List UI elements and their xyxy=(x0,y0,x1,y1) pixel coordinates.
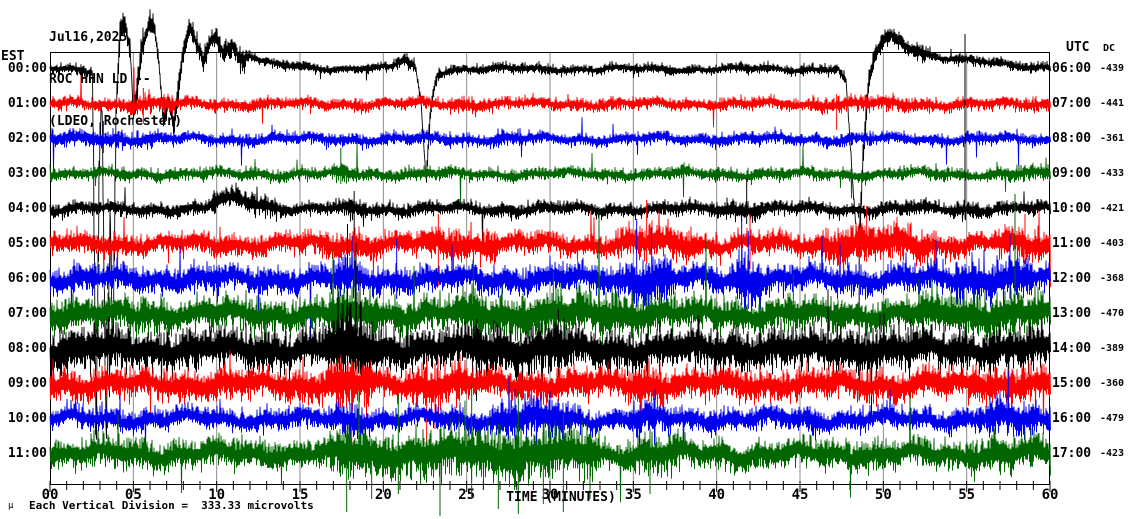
est-time-label: 01:00 xyxy=(7,96,47,111)
trace-0200-est xyxy=(49,117,1051,173)
dc-offset-value: -389 xyxy=(1100,343,1125,354)
utc-time-label: 12:00 xyxy=(1052,271,1092,286)
trace-0400-est xyxy=(49,182,1051,247)
trace-0100-est xyxy=(49,67,1051,128)
est-time-label: 05:00 xyxy=(7,236,47,251)
est-time-label: 02:00 xyxy=(7,131,47,146)
utc-time-label: 13:00 xyxy=(1052,306,1092,321)
utc-time-label: 07:00 xyxy=(1052,96,1092,111)
x-axis-tick-label: 50 xyxy=(874,487,892,503)
dc-offset-value: -433 xyxy=(1100,168,1125,179)
est-time-label: 07:00 xyxy=(7,306,47,321)
utc-axis-header: UTC xyxy=(1066,40,1090,55)
plot-frame xyxy=(50,52,1050,485)
microvolt-scale-marker-icon: µ xyxy=(8,501,14,511)
plot-title: Jul16,2025 ROC HHN LD -- (LDEO, Rocheste… xyxy=(49,3,182,157)
dc-offset-value: -441 xyxy=(1100,98,1125,109)
trace-0700-est xyxy=(49,212,1051,367)
dc-axis-header: DC xyxy=(1103,43,1116,54)
utc-time-label: 09:00 xyxy=(1052,166,1092,181)
x-axis-tick-label: 25 xyxy=(458,487,476,503)
est-time-label: 11:00 xyxy=(7,446,47,461)
utc-time-label: 10:00 xyxy=(1052,201,1092,216)
est-time-label: 04:00 xyxy=(7,201,47,216)
utc-time-label: 08:00 xyxy=(1052,131,1092,146)
utc-time-label: 15:00 xyxy=(1052,376,1092,391)
x-axis-tick-label: 45 xyxy=(791,487,809,503)
trace-0500-est xyxy=(49,209,1051,288)
dc-offset-value: -439 xyxy=(1100,63,1125,74)
x-axis-tick-label: 40 xyxy=(708,487,726,503)
x-axis-tick-label: 35 xyxy=(624,487,642,503)
dc-offset-value: -403 xyxy=(1100,238,1125,249)
est-time-label: 08:00 xyxy=(7,341,47,356)
title-date: Jul16,2025 xyxy=(49,30,128,45)
trace-1000-est xyxy=(49,377,1051,460)
dc-offset-value: -470 xyxy=(1100,308,1125,319)
x-axis-tick-label: 55 xyxy=(958,487,976,503)
est-time-label: 10:00 xyxy=(7,411,47,426)
utc-time-label: 06:00 xyxy=(1052,61,1092,76)
utc-time-label: 11:00 xyxy=(1052,236,1092,251)
utc-time-label: 16:00 xyxy=(1052,411,1092,426)
title-station: ROC HHN LD -- xyxy=(49,72,151,87)
trace-0900-est xyxy=(49,349,1051,435)
est-time-label: 06:00 xyxy=(7,271,47,286)
est-axis-header: EST xyxy=(1,49,25,64)
title-location: (LDEO, Rochester) xyxy=(49,114,183,129)
trace-1100-est xyxy=(49,391,1051,503)
dc-offset-value: -360 xyxy=(1100,378,1125,389)
trace-0600-est xyxy=(49,235,1051,346)
dc-offset-value: -479 xyxy=(1100,413,1125,424)
vertical-division-note: Each Vertical Division = 333.33 microvol… xyxy=(29,499,314,512)
x-axis-title: TIME (MINUTES) xyxy=(506,490,616,505)
utc-time-label: 14:00 xyxy=(1052,341,1092,356)
dc-offset-value: -421 xyxy=(1100,203,1125,214)
est-time-label: 09:00 xyxy=(7,376,47,391)
x-axis-tick-label: 60 xyxy=(1041,487,1059,503)
trace-0300-est xyxy=(49,141,1051,205)
est-time-label: 03:00 xyxy=(7,166,47,181)
trace-0000-est xyxy=(49,9,1051,440)
x-axis-tick-label: 20 xyxy=(374,487,392,503)
est-time-label: 00:00 xyxy=(7,61,47,76)
utc-time-label: 17:00 xyxy=(1052,446,1092,461)
dc-offset-value: -423 xyxy=(1100,448,1125,459)
trace-0800-est xyxy=(49,242,1051,417)
dc-offset-value: -368 xyxy=(1100,273,1125,284)
dc-offset-value: -361 xyxy=(1100,133,1125,144)
